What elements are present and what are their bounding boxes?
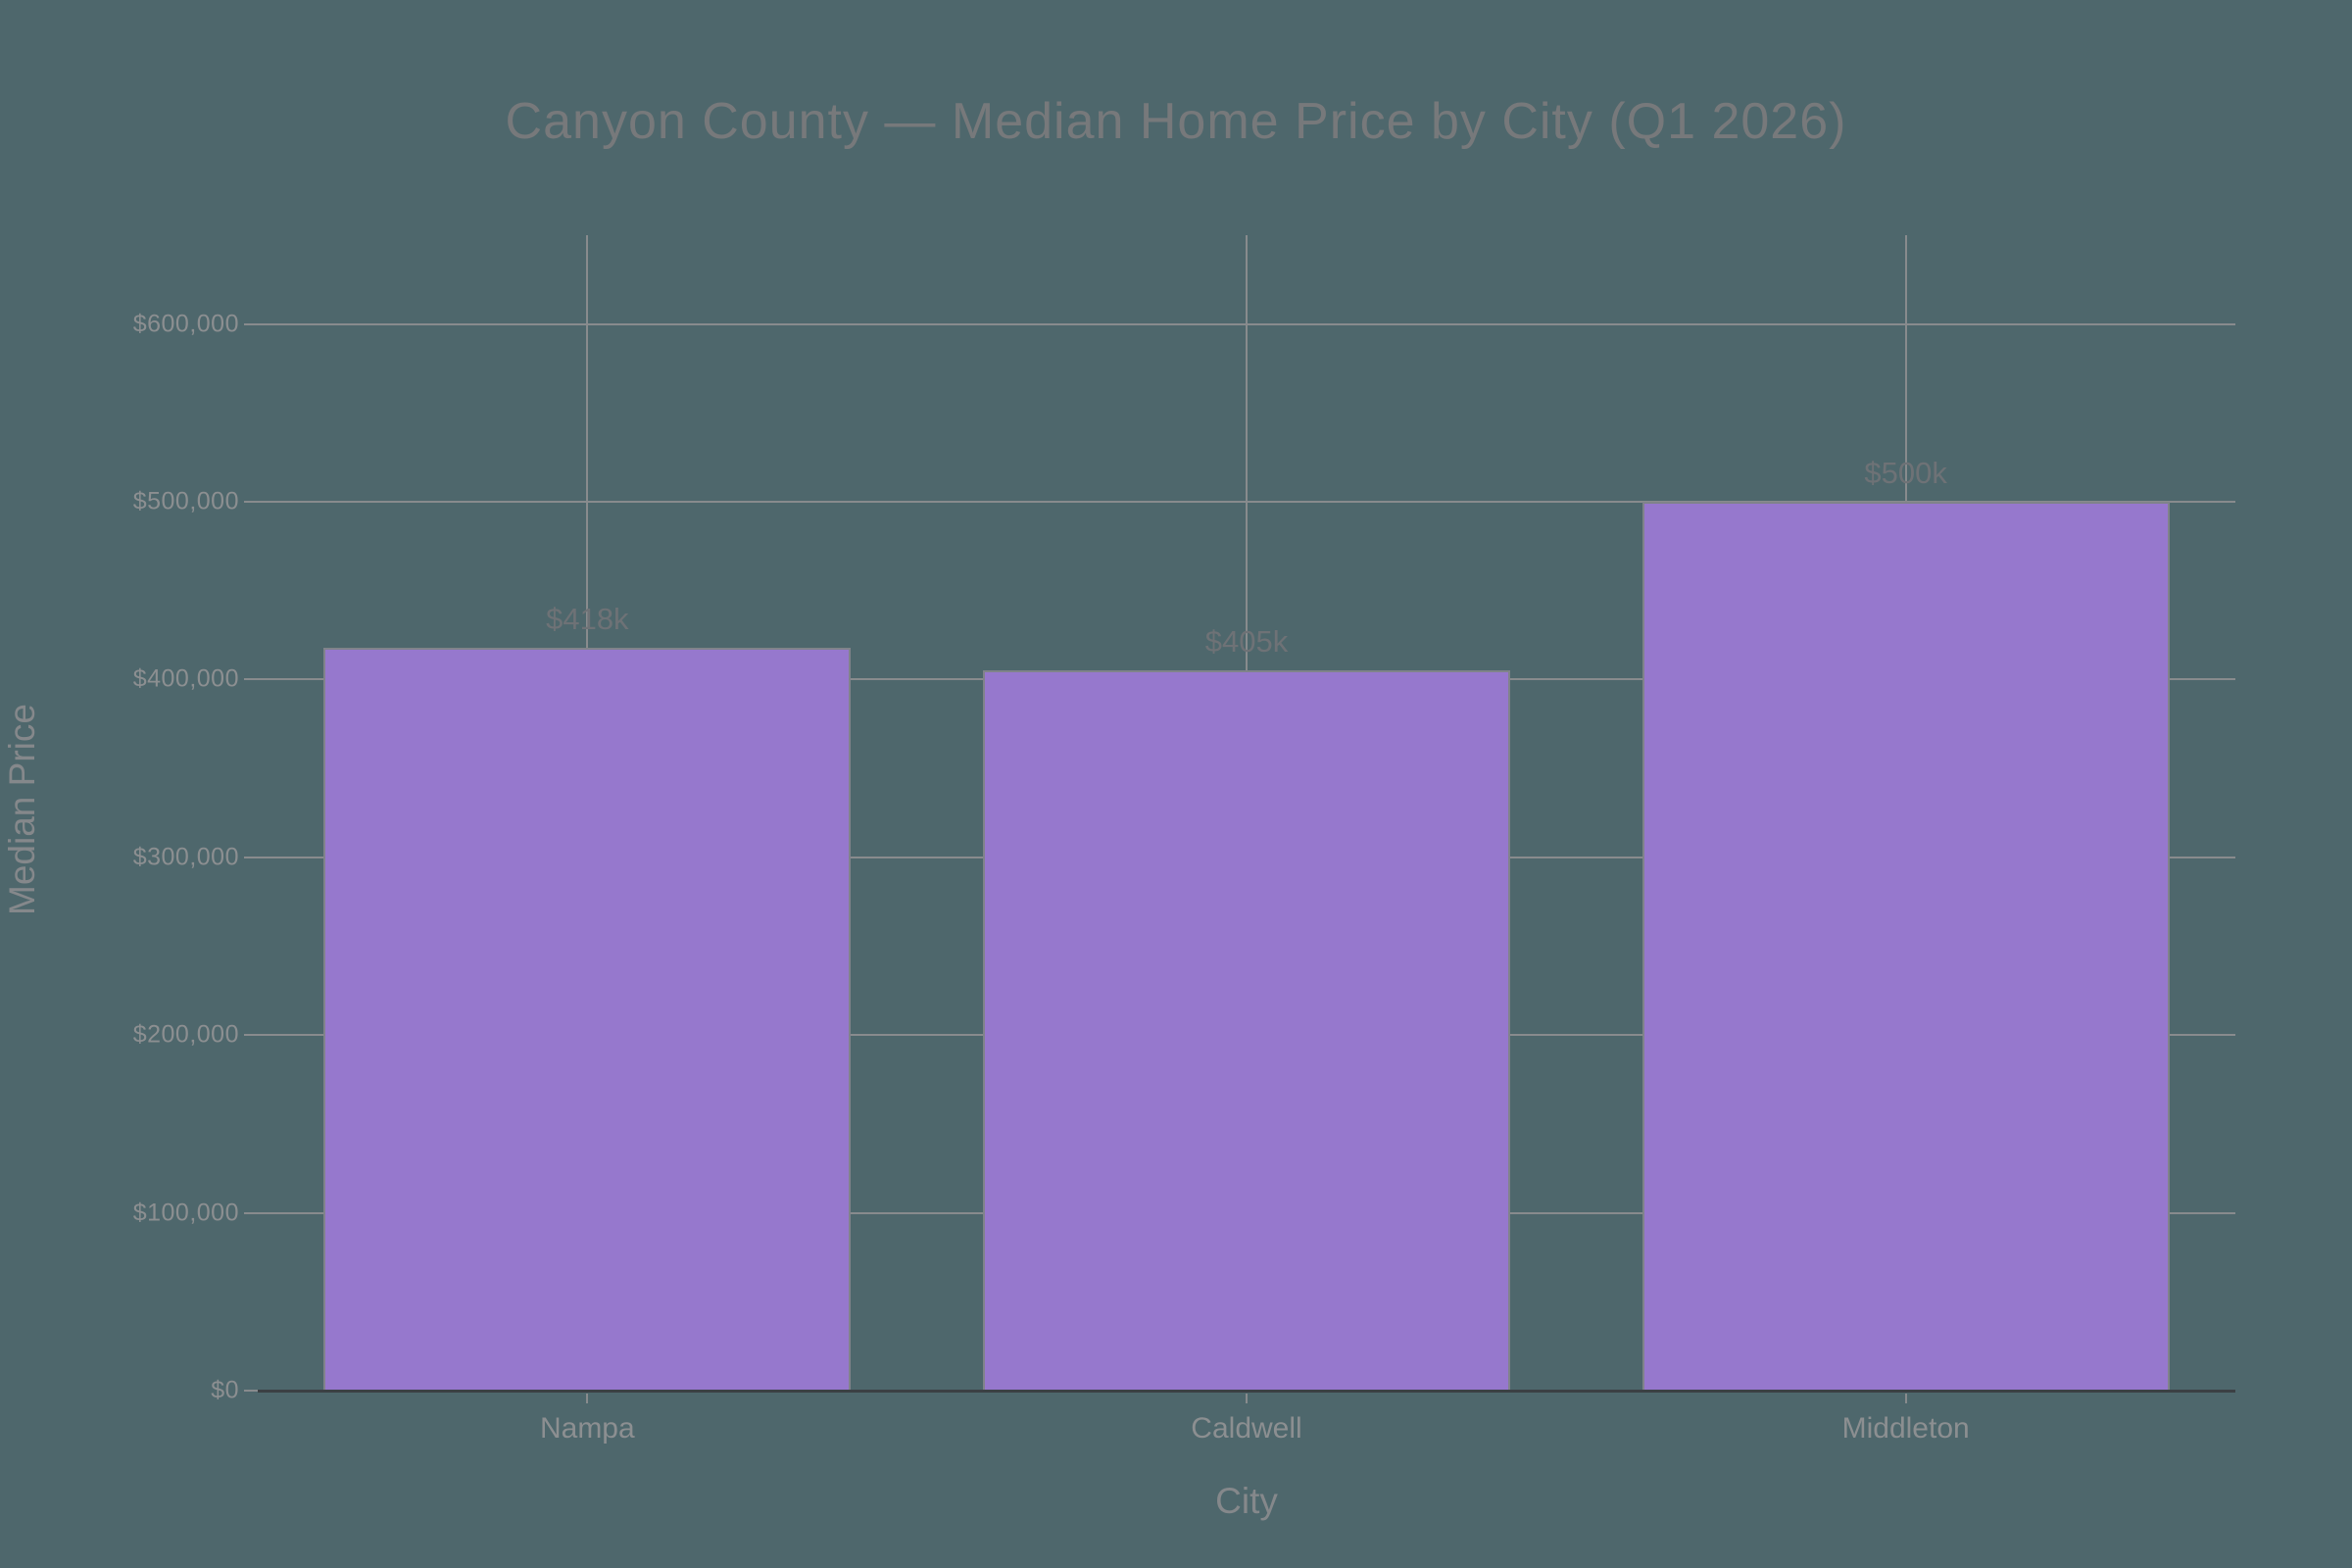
x-tick-label-caldwell: Caldwell <box>1191 1412 1302 1445</box>
y-tick-mark <box>244 1390 258 1392</box>
y-tick-mark <box>244 501 258 504</box>
chart-title: Canyon County — Median Home Price by Cit… <box>505 93 1847 150</box>
bar-value-label-caldwell: $405k <box>1204 624 1289 659</box>
x-axis-line <box>258 1390 2235 1393</box>
y-axis-title: Median Price <box>2 704 42 915</box>
y-tick-label: $0 <box>211 1376 239 1404</box>
y-tick-mark <box>244 678 258 681</box>
bar-nampa <box>323 648 851 1391</box>
y-tick-mark <box>244 1211 258 1214</box>
x-tick-mark <box>1904 1394 1907 1403</box>
bar-middleton <box>1642 502 2170 1391</box>
plot-area: $418k $405k $500k <box>258 235 2235 1391</box>
y-tick-mark <box>244 856 258 858</box>
y-tick-label: $300,000 <box>132 843 239 871</box>
x-tick-label-middleton: Middleton <box>1841 1412 1970 1445</box>
bar-value-label-middleton: $500k <box>1864 456 1947 490</box>
bar-caldwell <box>983 670 1510 1391</box>
y-tick-label: $400,000 <box>132 664 239 693</box>
y-tick-mark <box>244 322 258 325</box>
y-tick-mark <box>244 1034 258 1037</box>
y-tick-label: $200,000 <box>132 1020 239 1049</box>
x-tick-label-nampa: Nampa <box>539 1412 635 1445</box>
x-tick-mark <box>1246 1394 1248 1403</box>
y-tick-label: $500,000 <box>132 487 239 515</box>
x-tick-mark <box>586 1394 589 1403</box>
y-tick-label: $600,000 <box>132 310 239 338</box>
x-axis-title: City <box>1215 1481 1278 1521</box>
bar-value-label-nampa: $418k <box>546 602 629 636</box>
y-tick-label: $100,000 <box>132 1199 239 1227</box>
